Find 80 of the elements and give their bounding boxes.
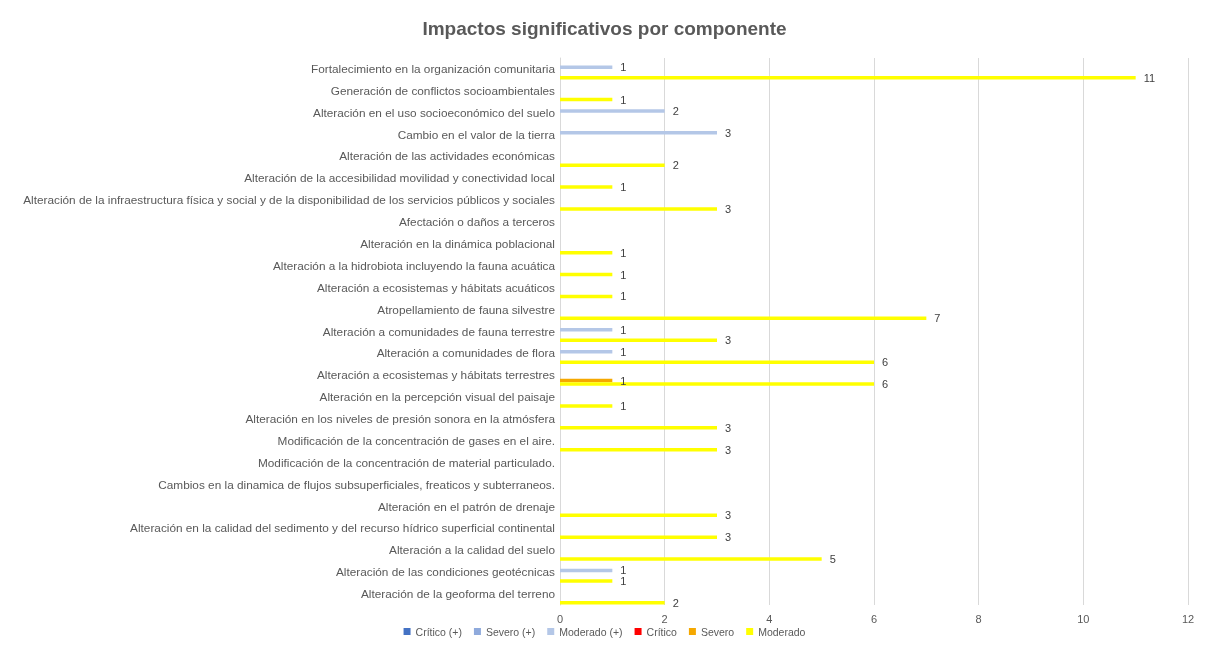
data-label: 1 xyxy=(620,564,627,577)
y-tick-label: Alteración a la calidad del suelo xyxy=(389,543,556,558)
data-label: 1 xyxy=(620,574,627,587)
data-label: 1 xyxy=(620,399,627,412)
bar xyxy=(560,328,613,332)
data-label: 2 xyxy=(672,159,679,172)
data-label: 3 xyxy=(725,126,732,139)
data-label: 3 xyxy=(725,531,732,544)
y-tick-label: Atropellamiento de fauna silvestre xyxy=(377,302,556,317)
y-tick-label: Alteración en el patrón de drenaje xyxy=(377,499,556,514)
data-label: 11 xyxy=(1143,71,1156,84)
legend-label: Severo xyxy=(700,625,735,638)
y-tick-label: Alteración de las condiciones geotécnicas xyxy=(335,565,556,580)
y-tick-label: Alteración de la infraestructura física y social y de la disponibilidad de los servicios públicos y sociales xyxy=(23,193,556,208)
bar xyxy=(560,557,822,561)
y-tick-label: Alteración en la dinámica poblacional xyxy=(360,236,555,251)
data-label: 1 xyxy=(620,290,627,303)
bar xyxy=(560,579,613,583)
y-tick-label: Alteración a ecosistemas y hábitats terrestres xyxy=(316,368,556,383)
y-tick-label: Fortalecimiento en la organización comunitaria xyxy=(311,61,556,76)
bar xyxy=(560,426,717,430)
data-label: 2 xyxy=(672,104,679,117)
bar xyxy=(560,131,717,135)
bar xyxy=(560,185,613,189)
data-label: 1 xyxy=(620,181,627,194)
data-label: 6 xyxy=(882,378,889,391)
x-tick-label: 4 xyxy=(766,612,773,625)
x-tick-label: 12 xyxy=(1181,612,1195,625)
data-label: 3 xyxy=(725,202,732,215)
bar xyxy=(560,360,874,364)
data-label: 6 xyxy=(882,356,889,369)
data-label: 1 xyxy=(620,93,627,106)
legend-label: Moderado (+) xyxy=(559,625,623,638)
y-tick-label: Alteración de la accesibilidad movilidad y conectividad local xyxy=(244,171,555,186)
data-label: 3 xyxy=(725,443,732,456)
legend-label: Severo (+) xyxy=(485,625,536,638)
y-tick-label: Modificación de la concentración de material particulado. xyxy=(257,455,555,470)
data-label: 7 xyxy=(934,312,941,325)
bar xyxy=(560,65,613,69)
data-label: 1 xyxy=(620,374,627,387)
x-tick-label: 8 xyxy=(975,612,982,625)
bar xyxy=(560,163,665,167)
bar xyxy=(560,207,717,211)
y-tick-label: Alteración en la calidad del sedimento y del recurso hídrico superficial continental xyxy=(130,521,555,536)
y-tick-label: Alteración a comunidades de flora xyxy=(376,346,556,361)
y-tick-label: Alteración a ecosistemas y hábitats acuáticos xyxy=(316,280,556,295)
data-label: 1 xyxy=(620,61,627,74)
y-tick-label: Cambio en el valor de la tierra xyxy=(397,127,556,142)
data-label: 1 xyxy=(620,323,627,336)
data-label: 2 xyxy=(672,596,679,609)
data-label: 5 xyxy=(829,553,836,566)
y-tick-label: Alteración de la geoforma del terreno xyxy=(360,587,556,602)
legend-label: Crítico xyxy=(646,625,678,638)
y-tick-label: Alteración en los niveles de presión sonora en la atmósfera xyxy=(245,412,556,427)
y-tick-label: Afectación o daños a terceros xyxy=(398,215,556,230)
chart-title: Impactos significativos por componente xyxy=(422,18,787,39)
y-tick-label: Alteración a la hidrobiota incluyendo la fauna acuática xyxy=(272,258,556,273)
y-tick-label: Alteración de las actividades económicas xyxy=(339,149,556,164)
y-tick-label: Generación de conflictos socioambientales xyxy=(330,83,556,98)
x-tick-label: 0 xyxy=(556,612,564,625)
y-tick-label: Alteración a comunidades de fauna terrestre xyxy=(322,324,556,339)
data-label: 3 xyxy=(725,334,732,347)
y-tick-label: Modificación de la concentración de gases en el aire. xyxy=(277,433,555,448)
y-tick-label: Cambios en la dinamica de flujos subsuperficiales, freaticos y subterraneos. xyxy=(158,477,555,492)
bar xyxy=(560,535,717,539)
legend-label: Moderado xyxy=(758,625,806,638)
y-tick-label: Alteración en la percepción visual del paisaje xyxy=(319,390,556,405)
x-tick-label: 10 xyxy=(1077,612,1090,625)
data-label: 1 xyxy=(620,246,627,259)
data-label: 3 xyxy=(725,509,732,522)
legend-label: Crítico (+) xyxy=(415,625,462,638)
data-label: 1 xyxy=(620,268,627,281)
x-tick-label: 6 xyxy=(870,612,878,625)
data-label: 1 xyxy=(620,345,627,358)
x-tick-label: 2 xyxy=(661,612,668,625)
bar xyxy=(560,109,665,113)
y-tick-label: Alteración en el uso socioeconómico del suelo xyxy=(313,105,556,120)
bar xyxy=(560,601,665,605)
data-label: 3 xyxy=(725,421,732,434)
bar xyxy=(560,404,613,408)
